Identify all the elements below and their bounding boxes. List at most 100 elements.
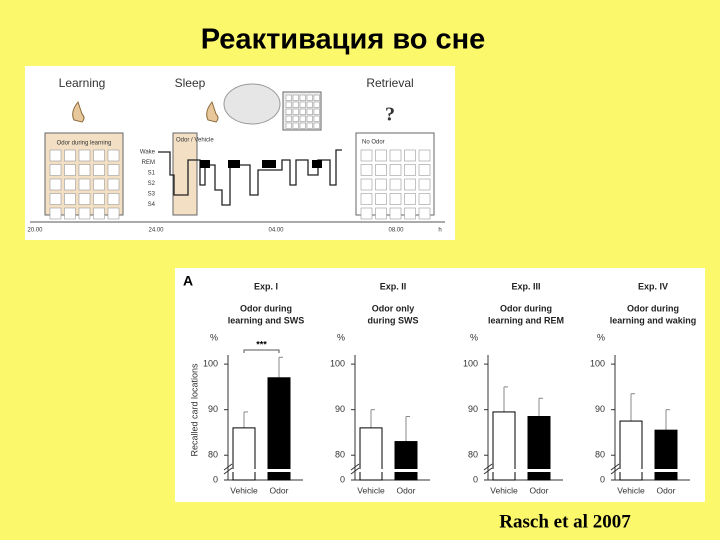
stage-label: S2 — [148, 181, 156, 187]
card — [64, 178, 76, 191]
card — [107, 178, 120, 191]
chart-subtitle: during SWS — [368, 315, 419, 325]
card — [292, 122, 299, 129]
card — [49, 164, 62, 176]
card — [299, 108, 306, 115]
bar-break — [232, 469, 256, 472]
box-label: No Odor — [362, 140, 385, 146]
question-mark: ? — [385, 104, 395, 126]
y-tick-label: 0 — [340, 474, 345, 484]
card — [389, 193, 402, 205]
bar — [359, 427, 383, 481]
card — [360, 193, 373, 205]
box-label: Odor during learning — [57, 141, 112, 147]
bar — [654, 429, 678, 481]
card — [375, 207, 387, 220]
x-tick-label: Odor — [270, 485, 289, 495]
chart-subtitle: Odor during — [627, 303, 679, 313]
card — [404, 164, 416, 176]
y-tick-label: 90 — [335, 404, 345, 414]
chart-subtitle: learning and waking — [610, 315, 697, 325]
card — [313, 101, 320, 108]
brain-icon — [223, 83, 281, 125]
card — [285, 94, 292, 101]
bar-break — [492, 469, 516, 472]
y-tick-label: 100 — [463, 358, 478, 368]
time-label: 08.00 — [388, 228, 404, 234]
card — [64, 207, 76, 220]
card — [93, 149, 105, 162]
bar-break — [394, 469, 418, 472]
card — [78, 193, 91, 205]
card — [299, 115, 306, 122]
y-unit: % — [470, 332, 478, 342]
phase-label: Retrieval — [366, 76, 413, 90]
y-tick-label: 90 — [208, 404, 218, 414]
rem-block — [312, 160, 322, 168]
bar — [232, 427, 256, 481]
card — [404, 207, 416, 220]
stage-label: REM — [142, 160, 155, 166]
stage-label: S3 — [148, 192, 156, 198]
rem-block — [200, 160, 210, 168]
nose-icon — [72, 100, 85, 123]
card — [418, 164, 431, 176]
figure-panel — [175, 268, 705, 502]
bar-break — [359, 469, 383, 472]
card — [49, 149, 62, 162]
rem-block — [262, 160, 276, 168]
x-tick-label: Vehicle — [357, 485, 385, 495]
x-tick-label: Vehicle — [230, 485, 258, 495]
y-unit: % — [210, 332, 218, 342]
bar — [619, 420, 643, 481]
card — [418, 149, 431, 162]
y-tick-label: 0 — [213, 474, 218, 484]
card — [313, 115, 320, 122]
card — [107, 207, 120, 220]
chart-title: Exp. IV — [638, 281, 668, 291]
rem-block — [228, 160, 240, 168]
card — [299, 101, 306, 108]
card — [64, 164, 76, 176]
x-tick-label: Vehicle — [617, 485, 645, 495]
card — [93, 207, 105, 220]
y-tick-label: 0 — [473, 474, 478, 484]
phase-label: Learning — [59, 76, 106, 90]
card — [49, 207, 62, 220]
card — [49, 193, 62, 205]
card — [299, 94, 306, 101]
card — [375, 149, 387, 162]
card — [375, 164, 387, 176]
nose-icon — [206, 100, 219, 123]
bar — [394, 441, 418, 481]
card — [292, 108, 299, 115]
card — [93, 193, 105, 205]
y-tick-label: 100 — [330, 358, 345, 368]
time-label: h — [438, 228, 441, 234]
x-tick-label: Odor — [657, 485, 676, 495]
card — [306, 101, 313, 108]
card — [389, 178, 402, 191]
card — [418, 178, 431, 191]
card — [285, 101, 292, 108]
y-tick-label: 90 — [468, 404, 478, 414]
card — [292, 101, 299, 108]
box-label: Odor / Vehicle — [176, 138, 214, 144]
card — [107, 193, 120, 205]
bar-break — [527, 469, 551, 472]
card — [389, 207, 402, 220]
time-label: 20.00 — [27, 228, 43, 234]
card — [313, 108, 320, 115]
phase-label: Sleep — [175, 76, 206, 90]
card — [93, 164, 105, 176]
y-tick-label: 80 — [335, 450, 345, 460]
panel-label: A — [183, 273, 193, 289]
bar — [492, 411, 516, 481]
axis-break — [610, 467, 620, 475]
x-tick-label: Vehicle — [490, 485, 518, 495]
y-tick-label: 100 — [203, 358, 218, 368]
card — [285, 122, 292, 129]
card — [389, 164, 402, 176]
y-unit: % — [337, 332, 345, 342]
